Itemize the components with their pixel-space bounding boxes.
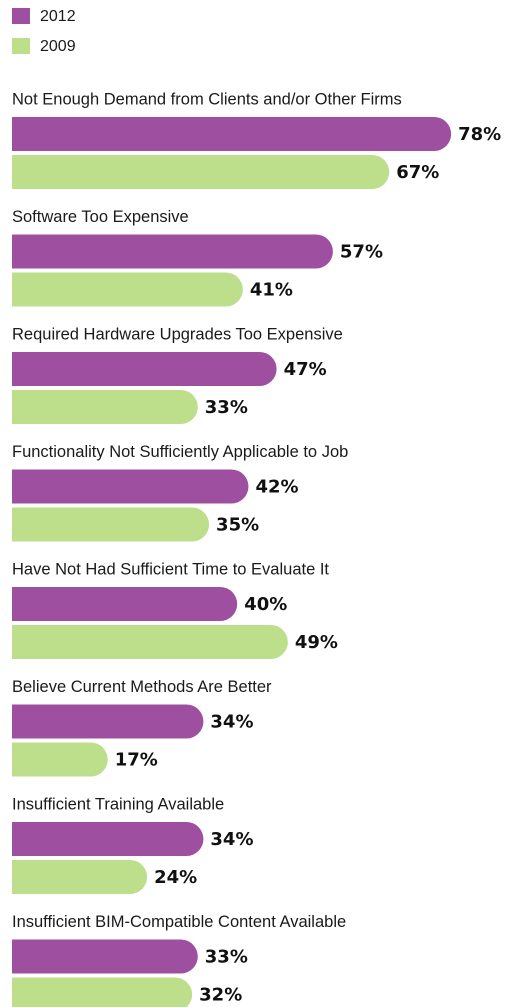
- value-label: 32%: [199, 985, 242, 1006]
- category-label: Not Enough Demand from Clients and/or Ot…: [12, 90, 402, 108]
- value-label: 35%: [216, 515, 259, 536]
- value-label: 67%: [396, 162, 439, 183]
- category-label: Functionality Not Sufficiently Applicabl…: [12, 443, 348, 461]
- legend-label: 2009: [40, 38, 76, 55]
- bar: [12, 234, 333, 269]
- value-label: 24%: [154, 867, 197, 888]
- value-label: 34%: [210, 829, 253, 850]
- value-label: 78%: [458, 124, 501, 145]
- category-label: Software Too Expensive: [12, 208, 189, 226]
- category-label: Insufficient BIM-Compatible Content Avai…: [12, 913, 346, 931]
- bar: [12, 625, 288, 659]
- value-label: 57%: [340, 242, 383, 263]
- bar: [12, 704, 204, 739]
- bar: [12, 822, 204, 856]
- category-label: Insufficient Training Available: [12, 795, 224, 813]
- category-label: Required Hardware Upgrades Too Expensive: [12, 325, 343, 343]
- bar: [12, 390, 198, 424]
- value-label: 47%: [284, 359, 327, 380]
- value-label: 34%: [210, 712, 253, 733]
- legend-swatch: [12, 38, 30, 54]
- value-label: 33%: [205, 947, 248, 968]
- bar: [12, 272, 243, 307]
- bar: [12, 507, 210, 542]
- value-label: 17%: [115, 750, 158, 771]
- bar: [12, 155, 390, 189]
- bar: [12, 469, 249, 504]
- bar: [12, 977, 193, 1007]
- bar: [12, 587, 238, 621]
- bar: [12, 939, 198, 974]
- bar: [12, 117, 452, 151]
- value-label: 33%: [205, 397, 248, 418]
- value-label: 49%: [295, 632, 338, 653]
- category-label: Have Not Had Sufficient Time to Evaluate…: [12, 560, 329, 578]
- legend-label: 2012: [40, 8, 76, 25]
- bar: [12, 860, 148, 894]
- category-label: Believe Current Methods Are Better: [12, 678, 272, 696]
- bar: [12, 352, 277, 386]
- value-label: 42%: [255, 477, 298, 498]
- legend-swatch: [12, 8, 30, 24]
- value-label: 40%: [244, 594, 287, 615]
- value-label: 41%: [250, 280, 293, 301]
- bar: [12, 742, 108, 777]
